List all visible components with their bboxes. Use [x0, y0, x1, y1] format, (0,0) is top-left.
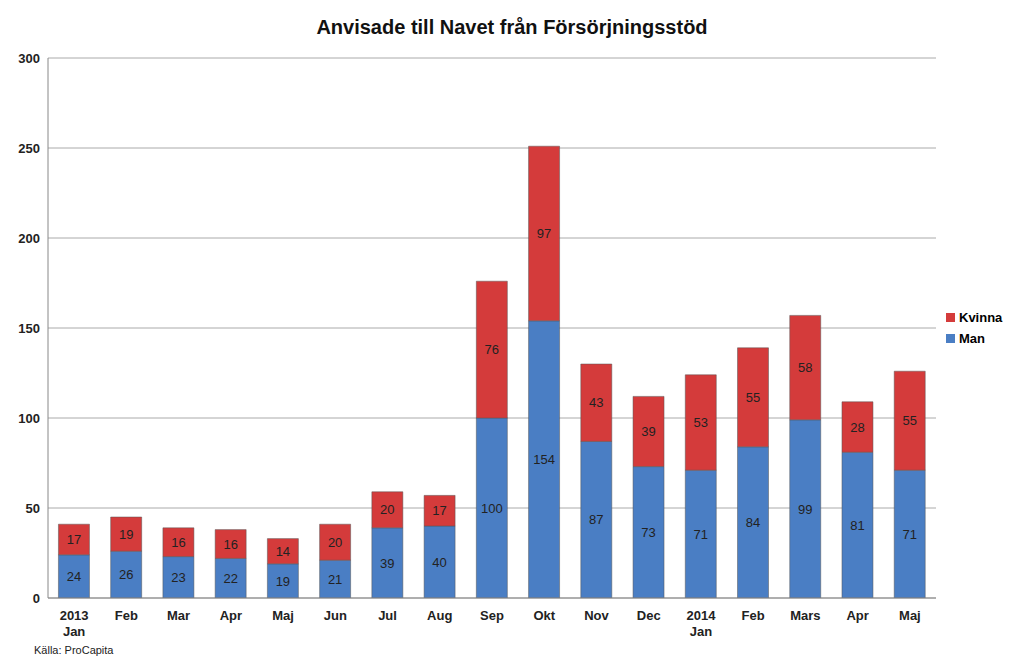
svg-text:87: 87 [589, 512, 603, 527]
svg-text:Nov: Nov [584, 608, 609, 623]
svg-text:150: 150 [18, 321, 40, 336]
svg-text:39: 39 [380, 556, 394, 571]
html-text:Anvisade till Navet från Försö: Anvisade till Navet från Försörjningsstö… [316, 16, 708, 38]
svg-text:Maj: Maj [272, 608, 294, 623]
svg-text:19: 19 [276, 574, 290, 589]
svg-text:0: 0 [33, 591, 40, 606]
svg-text:Okt: Okt [533, 608, 555, 623]
svg-text:Sep: Sep [480, 608, 504, 623]
svg-text:73: 73 [641, 525, 655, 540]
svg-text:71: 71 [694, 527, 708, 542]
svg-text:Feb: Feb [115, 608, 138, 623]
svg-text:17: 17 [432, 503, 446, 518]
svg-text:300: 300 [18, 51, 40, 66]
svg-text:Maj: Maj [899, 608, 921, 623]
svg-text:22: 22 [223, 571, 237, 586]
svg-text:Jul: Jul [378, 608, 397, 623]
svg-text:17: 17 [67, 532, 81, 547]
html-text:Källa: ProCapita: Källa: ProCapita [34, 644, 114, 656]
svg-text:55: 55 [746, 390, 760, 405]
svg-text:19: 19 [119, 527, 133, 542]
svg-text:99: 99 [798, 502, 812, 517]
svg-text:84: 84 [746, 515, 760, 530]
svg-text:Mars: Mars [790, 608, 820, 623]
svg-text:43: 43 [589, 395, 603, 410]
svg-text:Dec: Dec [637, 608, 661, 623]
svg-text:250: 250 [18, 141, 40, 156]
svg-text:16: 16 [223, 537, 237, 552]
svg-text:20: 20 [380, 502, 394, 517]
svg-text:71: 71 [902, 527, 916, 542]
svg-text:2014Jan: 2014Jan [686, 608, 716, 639]
svg-text:53: 53 [694, 415, 708, 430]
svg-text:16: 16 [171, 535, 185, 550]
svg-text:81: 81 [850, 518, 864, 533]
html-text:Man: Man [959, 331, 985, 346]
svg-text:23: 23 [171, 570, 185, 585]
svg-text:Feb: Feb [742, 608, 765, 623]
svg-text:55: 55 [902, 413, 916, 428]
svg-text:100: 100 [481, 501, 503, 516]
svg-text:40: 40 [432, 555, 446, 570]
svg-text:50: 50 [26, 501, 40, 516]
svg-text:39: 39 [641, 424, 655, 439]
svg-text:200: 200 [18, 231, 40, 246]
svg-text:Apr: Apr [846, 608, 868, 623]
svg-text:24: 24 [67, 569, 81, 584]
svg-text:Mar: Mar [167, 608, 190, 623]
svg-text:28: 28 [850, 420, 864, 435]
svg-text:Apr: Apr [220, 608, 242, 623]
svg-text:14: 14 [276, 544, 290, 559]
svg-text:97: 97 [537, 226, 551, 241]
svg-text:154: 154 [533, 452, 555, 467]
html-text:Kvinna: Kvinna [959, 310, 1003, 325]
svg-text:20: 20 [328, 535, 342, 550]
svg-text:2013Jan: 2013Jan [60, 608, 89, 639]
svg-text:26: 26 [119, 567, 133, 582]
svg-text:21: 21 [328, 572, 342, 587]
svg-text:100: 100 [18, 411, 40, 426]
svg-text:58: 58 [798, 360, 812, 375]
svg-text:Aug: Aug [427, 608, 452, 623]
svg-text:76: 76 [485, 342, 499, 357]
svg-text:Jun: Jun [324, 608, 347, 623]
